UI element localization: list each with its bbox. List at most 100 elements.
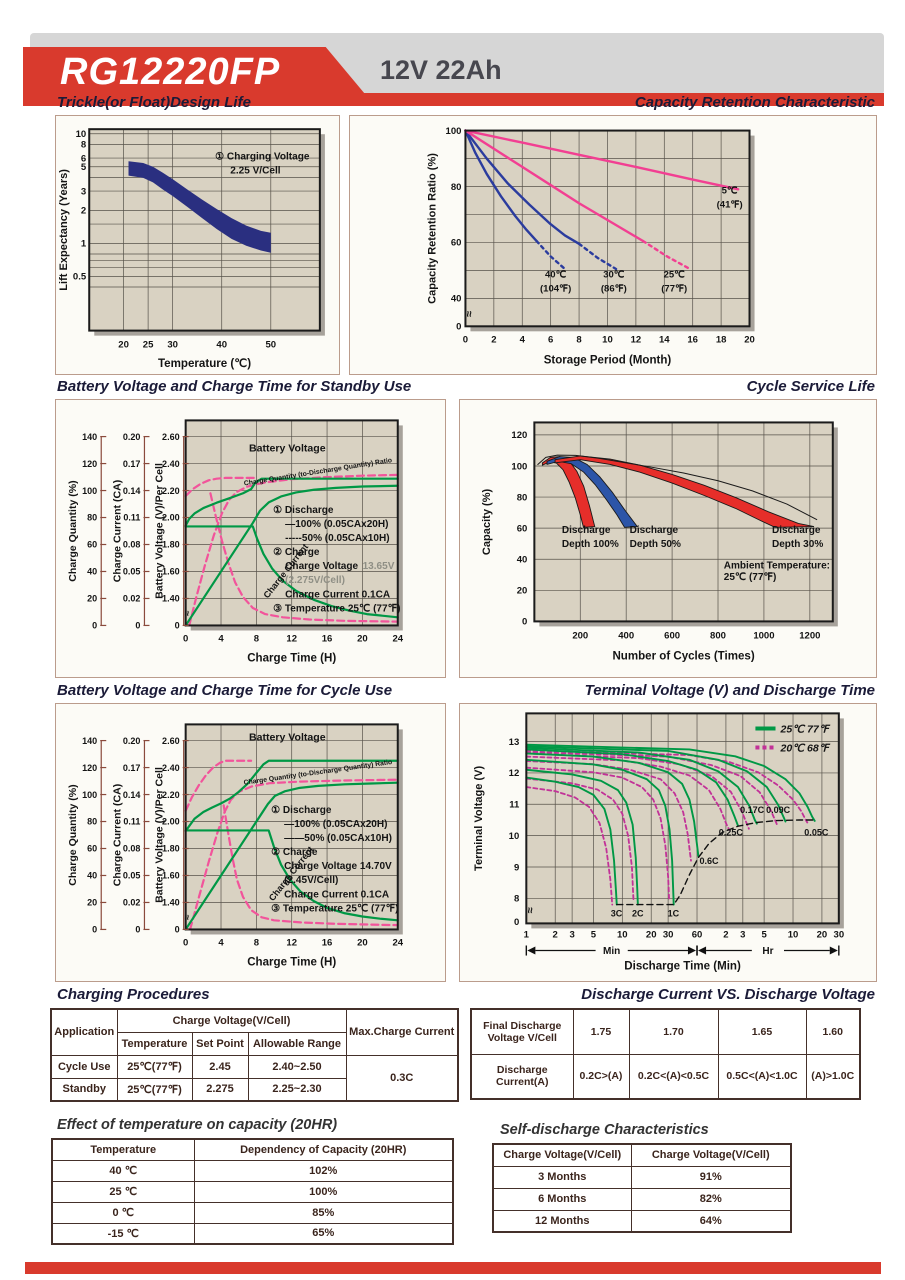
svg-text:3C: 3C [611,908,623,918]
table-row: Temperature Dependency of Capacity (20HR… [51,1138,454,1161]
svg-text:12: 12 [631,334,642,345]
table-row: 3 Months 91% [492,1165,792,1189]
svg-text:0.25C: 0.25C [719,828,744,838]
svg-text:25: 25 [143,340,154,351]
svg-text:100: 100 [446,126,462,137]
svg-text:0: 0 [135,621,140,631]
svg-text:1.80: 1.80 [162,540,180,550]
svg-text:10: 10 [602,334,613,345]
title-capacity-retention: Capacity Retention Characteristic [634,94,875,111]
svg-text:0.11: 0.11 [123,817,140,827]
svg-text:Depth 100%: Depth 100% [562,539,619,550]
cell-temp-header: Temperature [51,1138,195,1161]
cell: 25℃(77℉) [116,1077,193,1102]
svg-text:20: 20 [744,334,755,345]
svg-text:0.05: 0.05 [123,871,141,881]
cell: 1.65 [717,1008,807,1055]
cell-application-header: Application [50,1008,118,1056]
svg-text:Temperature (℃): Temperature (℃) [158,357,251,370]
svg-text:16: 16 [687,334,698,345]
cell: 1.75 [572,1008,630,1055]
svg-text:Number of Cycles (Times): Number of Cycles (Times) [612,651,754,663]
svg-text:5℃: 5℃ [722,185,738,196]
panel-terminal-voltage: 1 2 3 5 10 20 30 60 2 3 5 10 20 30 8 9 10 11 12 13 0 ≈ Dischar… [459,703,877,982]
svg-text:20: 20 [87,898,97,908]
svg-text:20: 20 [357,634,368,645]
cell: 12 Months [492,1209,632,1233]
cell-dependency-header: Dependency of Capacity (20HR) [193,1138,454,1161]
svg-text:16: 16 [322,938,333,949]
svg-text:Charge Time (H): Charge Time (H) [247,957,336,969]
cell: 1.70 [628,1008,719,1055]
svg-text:② Charge: ② Charge [273,547,320,558]
svg-text:≈: ≈ [181,915,192,921]
svg-text:Depth 30%: Depth 30% [772,539,823,550]
svg-text:Charge Current 0.1CA: Charge Current 0.1CA [284,889,389,900]
svg-text:0.08: 0.08 [123,540,141,550]
svg-text:16: 16 [322,634,333,645]
footer-bar [25,1262,881,1274]
svg-text:1.40: 1.40 [162,594,180,604]
svg-text:≈: ≈ [462,311,474,317]
svg-text:Ambient Temperature:: Ambient Temperature: [724,561,830,572]
table-row: 6 Months 82% [492,1187,792,1211]
svg-text:0.05: 0.05 [123,567,141,577]
svg-text:0: 0 [183,938,188,949]
svg-text:600: 600 [664,630,680,641]
panel-capacity-retention: 0 2 4 6 8 10 12 14 16 18 20 40 60 80 100 0 ≈ Storage Peri… [349,115,877,375]
svg-text:400: 400 [618,630,634,641]
svg-text:25℃: 25℃ [664,269,686,280]
title-self-discharge: Self-discharge Characteristics [500,1122,709,1138]
terminal-voltage-chart: 1 2 3 5 10 20 30 60 2 3 5 10 20 3089101112130≈Dischar… [473,712,845,973]
table-row: Standby 25℃(77℉) 2.275 2.25~2.30 [50,1077,458,1102]
svg-text:Charge Quantity (%): Charge Quantity (%) [67,784,79,885]
table-row: 25 ℃ 100% [51,1180,454,1203]
cell: 65% [193,1222,454,1245]
cell: 2.25~2.30 [247,1077,347,1102]
cell: 0.2C<(A)<0.5C [628,1053,719,1100]
svg-text:2.25 V/Cell: 2.25 V/Cell [230,165,281,176]
label-line: Current(A) [496,1076,549,1089]
svg-text:2: 2 [553,929,558,940]
svg-text:(2.45V/Cell): (2.45V/Cell) [284,875,338,886]
cell: 25 ℃ [51,1180,195,1203]
trickle-design-life-chart: 20 25 30 40 50 0.5 1 2 3 56 810 Temperature (℃) Lift… [58,128,325,370]
svg-text:8: 8 [514,894,519,905]
svg-text:6: 6 [548,334,553,345]
svg-text:Battery Voltage: Battery Voltage [249,443,326,455]
title-charging-procedures: Charging Procedures [57,986,210,1003]
svg-text:2: 2 [81,206,86,217]
cell-discharge-current-label: Discharge Current(A) [470,1053,574,1100]
svg-text:13.65V: 13.65V [363,561,395,572]
table-row: Discharge Current(A) 0.2C>(A) 0.2C<(A)<0… [470,1053,861,1100]
svg-text:0.20: 0.20 [123,432,141,442]
title-cycle-charge: Battery Voltage and Charge Time for Cycl… [57,682,393,699]
svg-text:40: 40 [451,294,462,305]
svg-text:60: 60 [692,929,703,940]
svg-text:Min: Min [603,946,620,957]
svg-text:0.14: 0.14 [123,486,141,496]
svg-text:12: 12 [509,768,520,779]
svg-text:Capacity (%): Capacity (%) [481,488,493,555]
standby-charge-chart: 0 4 8 12 16 20 24 Charge Time (H) 0 20 40 60 80 100 12… [67,419,404,665]
svg-text:1.60: 1.60 [162,871,180,881]
svg-text:(2.275V/Cell): (2.275V/Cell) [285,575,345,586]
svg-text:80: 80 [451,182,462,193]
svg-text:10: 10 [788,929,799,940]
svg-text:Battery Voltage (V)/Per Cell: Battery Voltage (V)/Per Cell [154,767,166,903]
svg-text:2.40: 2.40 [162,459,180,469]
table-row: Application Charge Voltage(V/Cell) Max.C… [50,1008,459,1056]
cell: -15 ℃ [51,1222,195,1245]
model-number: RG12220FP [60,51,281,93]
cell-header: Charge Voltage(V/Cell) [492,1143,632,1167]
svg-text:30: 30 [167,340,178,351]
svg-text:2.60: 2.60 [162,432,180,442]
svg-text:0.5: 0.5 [73,272,87,283]
svg-text:(41℉): (41℉) [717,199,743,210]
panel-standby-charge: 0 4 8 12 16 20 24 Charge Time (H) 0 20 40 60 80 100 12… [55,399,446,678]
svg-text:3: 3 [569,929,574,940]
svg-text:2.00: 2.00 [162,513,180,523]
svg-text:0.17: 0.17 [123,459,141,469]
svg-text:4: 4 [218,938,224,949]
svg-text:30: 30 [834,929,845,940]
